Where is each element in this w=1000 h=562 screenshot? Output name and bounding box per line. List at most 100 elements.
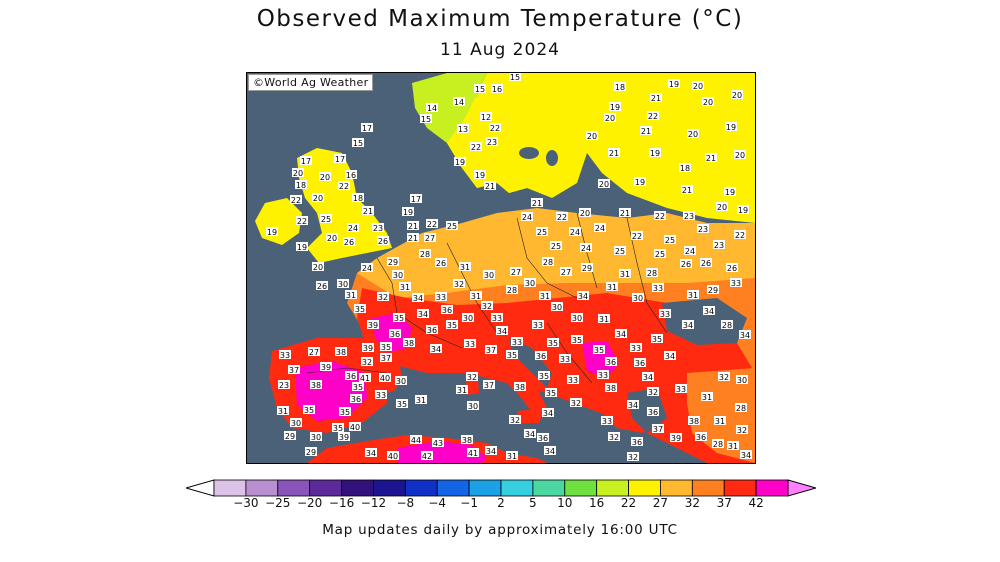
- station-temp-text: 39: [363, 344, 373, 353]
- station-value: 44: [410, 435, 422, 445]
- station-temp-text: 16: [346, 171, 356, 180]
- station-value: 43: [432, 438, 444, 448]
- colorbar-tick-label: 32: [684, 496, 700, 510]
- station-value: 35: [538, 371, 550, 381]
- colorbar-cell: [468, 479, 502, 497]
- station-value: 29: [707, 285, 719, 295]
- station-value: 26: [316, 281, 328, 291]
- station-temp-text: 15: [353, 139, 363, 148]
- station-value: 22: [470, 142, 482, 152]
- station-value: 22: [647, 111, 659, 121]
- station-temp-text: 14: [454, 98, 464, 107]
- station-temp-text: 35: [381, 343, 391, 352]
- colorbar-tick-label: 42: [748, 496, 764, 510]
- station-temp-text: 35: [355, 305, 365, 314]
- colorbar-tick-label: 16: [589, 496, 605, 510]
- station-temp-text: 31: [620, 270, 630, 279]
- station-temp-text: 20: [313, 194, 323, 203]
- station-temp-text: 26: [317, 282, 327, 291]
- station-temp-text: 19: [726, 123, 736, 132]
- station-value: 35: [303, 405, 315, 415]
- colorbar-high-arrow: [787, 479, 816, 497]
- station-temp-text: 33: [731, 279, 741, 288]
- station-temp-text: 29: [582, 264, 592, 273]
- colorbar-tick-label: −8: [396, 496, 415, 510]
- station-value: 20: [702, 97, 714, 107]
- station-temp-text: 23: [373, 224, 383, 233]
- station-value: 21: [619, 208, 631, 218]
- station-temp-text: 20: [735, 151, 745, 160]
- station-value: 24: [569, 227, 581, 237]
- station-value: 37: [652, 424, 664, 434]
- temperature-map[interactable]: 15 15 16 14 14 12 15 13 22 19 17 15 22 23 18 19 20 20 19 21…: [246, 72, 756, 464]
- colorbar: [186, 479, 816, 497]
- station-value: 33: [435, 292, 447, 302]
- station-temp-text: 33: [436, 293, 446, 302]
- station-value: 35: [651, 334, 663, 344]
- station-value: 21: [650, 93, 662, 103]
- station-temp-text: 35: [546, 389, 556, 398]
- station-value: 22: [489, 123, 501, 133]
- station-value: 19: [402, 207, 414, 217]
- land-ireland: [255, 198, 302, 245]
- colorbar-tick-label: −25: [265, 496, 291, 510]
- station-value: 33: [567, 375, 579, 385]
- station-temp-text: 30: [291, 419, 301, 428]
- colorbar-cell: [341, 479, 374, 497]
- station-value: 38: [403, 338, 415, 348]
- colorbar-cell: [596, 479, 629, 497]
- station-value: 20: [692, 81, 704, 91]
- station-temp-text: 32: [362, 358, 372, 367]
- station-value: 25: [320, 214, 332, 224]
- station-value: 35: [339, 407, 351, 417]
- station-temp-text: 24: [362, 264, 372, 273]
- station-value: 21: [407, 233, 419, 243]
- colorbar-cell: [436, 479, 470, 497]
- station-value: 33: [532, 320, 544, 330]
- station-temp-text: 21: [651, 94, 661, 103]
- station-value: 33: [601, 416, 613, 426]
- station-temp-text: 18: [353, 194, 363, 203]
- station-value: 19: [649, 148, 661, 158]
- station-temp-text: 33: [653, 284, 663, 293]
- station-value: 30: [571, 313, 583, 323]
- station-value: 19: [724, 187, 736, 197]
- station-temp-text: 39: [671, 434, 681, 443]
- station-value: 39: [320, 362, 332, 372]
- station-value: 33: [652, 283, 664, 293]
- station-value: 30: [483, 270, 495, 280]
- station-temp-text: 35: [340, 408, 350, 417]
- station-value: 31: [470, 291, 482, 301]
- station-temp-text: 42: [422, 452, 432, 461]
- station-value: 28: [542, 257, 554, 267]
- station-temp-text: 34: [366, 449, 376, 458]
- station-temp-text: 24: [595, 224, 605, 233]
- station-value: 30: [632, 293, 644, 303]
- station-temp-text: 29: [388, 258, 398, 267]
- station-temp-text: 30: [468, 402, 478, 411]
- station-temp-text: 35: [397, 400, 407, 409]
- station-temp-text: 21: [408, 234, 418, 243]
- station-temp-text: 36: [346, 372, 356, 381]
- station-value: 27: [424, 233, 436, 243]
- station-temp-text: 32: [737, 426, 747, 435]
- station-value: 35: [593, 345, 605, 355]
- station-value: 15: [509, 73, 521, 82]
- station-temp-text: 29: [285, 432, 295, 441]
- station-temp-text: 30: [396, 377, 406, 386]
- station-temp-text: 33: [512, 338, 522, 347]
- station-temp-text: 34: [413, 294, 423, 303]
- station-value: 31: [701, 392, 713, 402]
- station-temp-text: 31: [278, 407, 288, 416]
- station-value: 32: [361, 357, 373, 367]
- station-temp-text: 32: [467, 373, 477, 382]
- station-temp-text: 26: [727, 264, 737, 273]
- station-value: 13: [457, 124, 469, 134]
- station-temp-text: 30: [463, 314, 473, 323]
- station-value: 20: [319, 172, 331, 182]
- station-value: 22: [556, 212, 568, 222]
- station-value: 30: [467, 401, 479, 411]
- station-value: 35: [393, 313, 405, 323]
- station-value: 33: [375, 390, 387, 400]
- station-temp-text: 39: [368, 321, 378, 330]
